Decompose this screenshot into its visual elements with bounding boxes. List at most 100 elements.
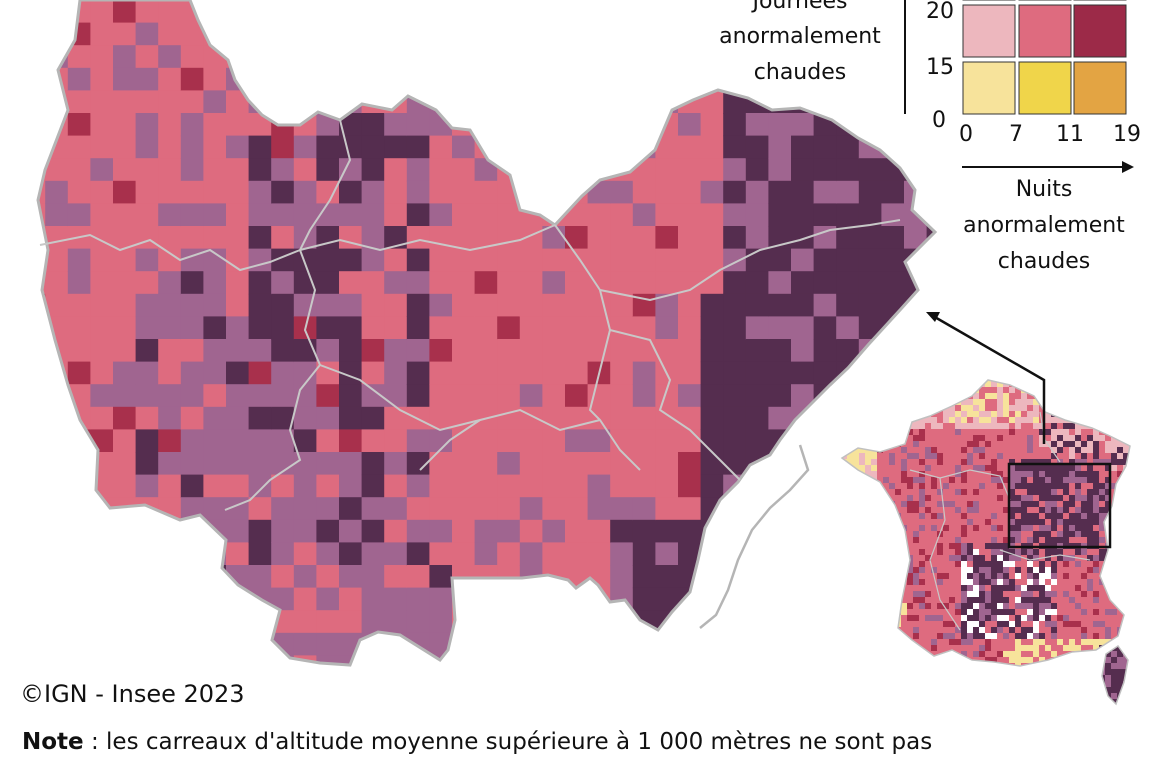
inset-cell	[913, 585, 920, 592]
inset-cell	[895, 471, 902, 478]
inset-cell	[1027, 531, 1034, 538]
inset-cell	[997, 477, 1004, 484]
inset-cell	[943, 609, 950, 616]
footnote: Note : les carreaux d'altitude moyenne s…	[22, 729, 932, 755]
inset-cell	[991, 645, 998, 652]
inset-cell	[1111, 591, 1118, 598]
inset-cell	[1057, 687, 1064, 694]
map-cell	[113, 0, 137, 24]
inset-cell	[1045, 639, 1052, 646]
map-cell	[926, 158, 935, 182]
inset-cell	[1111, 537, 1118, 544]
inset-cell	[949, 543, 956, 550]
map-cell	[203, 339, 227, 363]
inset-cell	[1033, 483, 1040, 490]
inset-cell	[1123, 429, 1130, 436]
map-cell	[610, 90, 634, 114]
inset-cell	[955, 603, 962, 610]
inset-cell	[1069, 567, 1076, 574]
map-cell	[881, 90, 905, 114]
inset-cell	[973, 585, 980, 592]
inset-cell	[877, 543, 884, 550]
inset-cell	[1129, 603, 1130, 610]
map-cell	[858, 565, 882, 589]
map-cell	[678, 67, 702, 91]
inset-cell	[907, 525, 914, 532]
inset-cell	[949, 380, 956, 382]
inset-cell	[961, 639, 968, 646]
map-cell	[38, 361, 46, 385]
map-cell	[565, 248, 589, 272]
map-cell	[768, 113, 792, 137]
inset-cell	[913, 549, 920, 556]
map-cell	[135, 384, 159, 408]
map-cell	[791, 316, 815, 340]
inset-cell	[991, 561, 998, 568]
map-cell	[180, 339, 204, 363]
inset-cell	[979, 603, 986, 610]
map-cell	[180, 90, 204, 114]
inset-cell	[1021, 483, 1028, 490]
map-cell	[745, 610, 769, 634]
inset-cell	[1045, 693, 1052, 700]
map-cell	[791, 610, 815, 634]
map-cell	[587, 22, 611, 46]
map-cell	[678, 497, 702, 521]
inset-cell	[931, 597, 938, 604]
inset-cell	[997, 453, 1004, 460]
inset-cell	[847, 411, 854, 418]
map-cell	[0, 452, 23, 475]
inset-cell	[1111, 531, 1118, 538]
inset-cell	[871, 471, 878, 478]
map-cell	[587, 45, 611, 69]
map-cell	[293, 248, 317, 272]
inset-cell	[1075, 663, 1082, 670]
map-cell	[587, 135, 611, 159]
inset-cell	[1045, 411, 1052, 418]
inset-cell	[889, 477, 896, 484]
map-cell	[881, 180, 905, 204]
inset-cell	[1027, 669, 1034, 676]
inset-cell	[1015, 567, 1022, 574]
inset-cell	[1039, 651, 1046, 658]
inset-cell	[842, 483, 848, 490]
inset-cell	[973, 627, 980, 634]
inset-cell	[1021, 435, 1028, 442]
map-cell	[610, 271, 634, 295]
inset-cell	[842, 507, 848, 514]
inset-cell	[1093, 591, 1100, 598]
inset-cell	[835, 447, 841, 453]
inset-cell	[955, 489, 962, 496]
inset-cell	[835, 543, 841, 549]
inset-cell	[997, 399, 1004, 406]
inset-cell	[1063, 399, 1070, 406]
map-cell	[339, 67, 363, 91]
map-cell	[67, 271, 91, 295]
map-cell	[474, 542, 498, 566]
inset-cell	[1033, 573, 1040, 580]
map-cell	[610, 542, 634, 566]
inset-cell	[865, 657, 872, 664]
inset-cell	[913, 429, 920, 436]
inset-cell	[865, 459, 872, 466]
map-cell	[881, 226, 905, 250]
map-cell	[519, 361, 543, 385]
map-cell	[745, 316, 769, 340]
inset-cell	[1123, 699, 1130, 704]
inset-cell	[955, 447, 962, 454]
inset-cell	[859, 543, 866, 550]
map-cell	[565, 565, 589, 589]
map-cell	[632, 271, 656, 295]
inset-cell	[967, 699, 974, 704]
map-cell	[655, 339, 679, 363]
inset-cell	[1129, 501, 1130, 508]
inset-cell	[925, 483, 932, 490]
inset-cell	[985, 615, 992, 622]
inset-cell	[919, 681, 926, 688]
inset-cell	[1021, 615, 1028, 622]
inset-cell	[961, 645, 968, 652]
map-cell	[632, 248, 656, 272]
inset-cell	[842, 681, 848, 688]
inset-cell	[1057, 459, 1064, 466]
